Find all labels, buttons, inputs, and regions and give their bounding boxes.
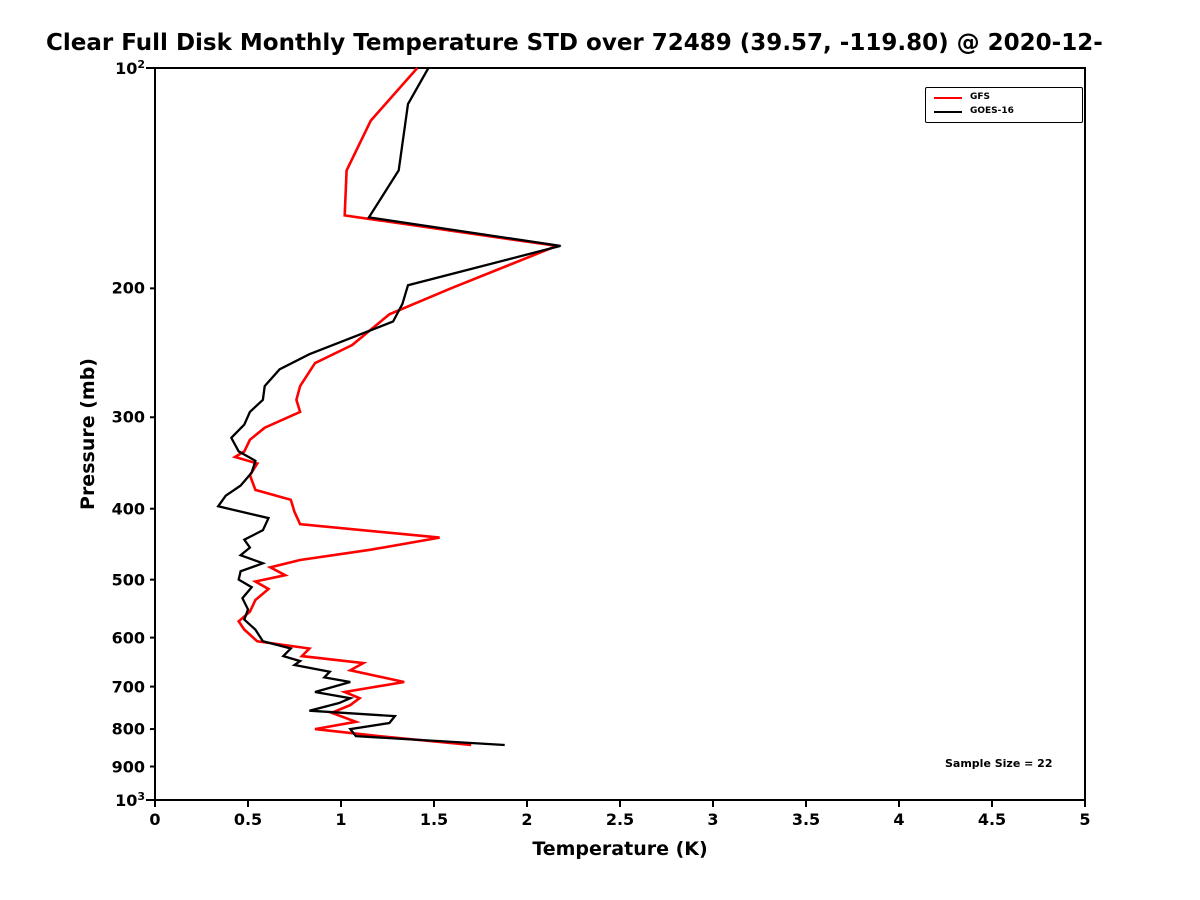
series-line-goes-16 [216,67,561,747]
x-tick-label: 4 [893,810,905,829]
x-tick-label: 2 [521,810,533,829]
y-tick-label: 200 [111,278,145,298]
y-tick-label: 700 [111,677,145,697]
legend-label: GOES-16 [970,105,1014,116]
y-tick-labels: 102 200 300 400 500 600 700 800 900 103 [0,0,145,900]
x-tick-label: 1.5 [419,810,449,829]
legend-entry-goes16: GOES-16 [934,105,1074,117]
x-tick-labels: 0 0.5 1 1.5 2 2.5 3 3.5 4 4.5 5 [0,810,1200,836]
x-tick-label: 0 [149,810,161,829]
legend-entry-gfs: GFS [934,92,1074,103]
x-tick-label: 5 [1079,810,1091,829]
legend-line-swatch [934,110,962,113]
x-tick-label: 4.5 [977,810,1007,829]
x-tick-label: 0.5 [233,810,263,829]
legend: GFS GOES-16 [925,87,1083,123]
y-axis-label: Pressure (mb) [77,358,99,510]
axes-box [154,67,1086,801]
x-tick-label: 1 [335,810,347,829]
y-tick-label: 900 [111,757,145,776]
x-tick-label: 3 [707,810,719,829]
x-tick-label: 2.5 [605,810,635,829]
x-tick-label: 3.5 [791,810,821,829]
x-axis-label: Temperature (K) [532,838,708,860]
series-line-gfs [231,67,562,747]
legend-label: GFS [970,92,991,102]
y-tick-label: 400 [111,499,145,519]
y-tick-label: 102 [115,57,145,79]
sample-size-annotation: Sample Size = 22 [945,757,1053,770]
y-tick-label: 600 [111,628,145,648]
y-tick-label: 300 [111,407,145,427]
legend-line-swatch [934,96,962,99]
chart-title: Clear Full Disk Monthly Temperature STD … [46,30,1103,56]
y-tick-label: 800 [111,719,145,739]
y-tick-label: 103 [115,789,145,811]
y-tick-label: 500 [111,570,145,590]
